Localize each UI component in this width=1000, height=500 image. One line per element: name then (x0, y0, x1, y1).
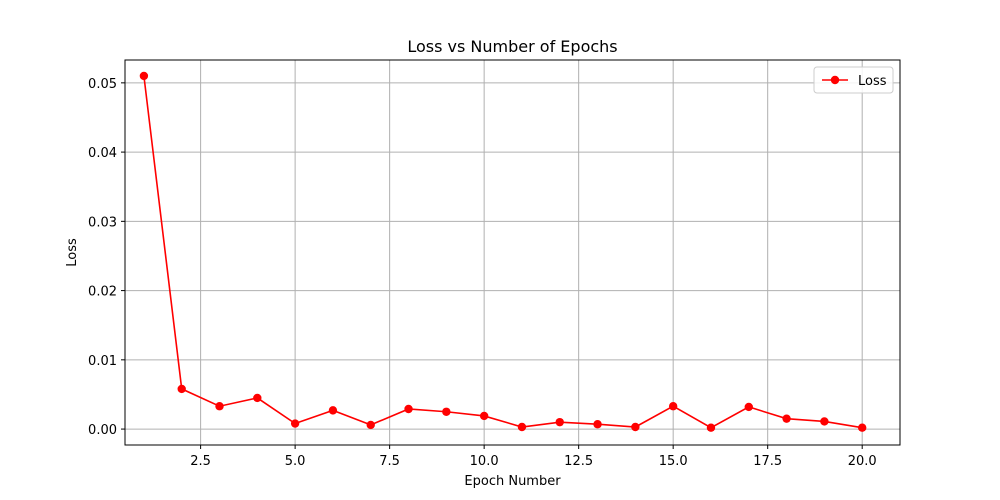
loss-point (290, 419, 300, 428)
x-tick-label: 10.0 (470, 454, 499, 469)
grid-lines (125, 60, 900, 445)
loss-point (744, 402, 753, 412)
x-tick-label: 12.5 (564, 454, 593, 469)
x-tick-label: 2.5 (190, 454, 211, 469)
loss-point (593, 420, 602, 429)
loss-point (404, 404, 413, 414)
loss-point (517, 422, 527, 432)
loss-point (631, 422, 640, 432)
x-tick-label: 20.0 (848, 454, 877, 469)
loss-point (442, 407, 451, 416)
y-tick-label: 0.01 (88, 354, 117, 369)
loss-point (328, 406, 338, 415)
x-axis-title: Epoch Number (464, 474, 561, 489)
loss-point (668, 402, 678, 411)
x-tick-label: 15.0 (659, 454, 688, 469)
legend-marker-sample (830, 75, 840, 85)
y-tick-label: 0.05 (88, 77, 117, 92)
x-tick-label: 5.0 (285, 454, 306, 469)
x-tick-label: 7.5 (379, 454, 400, 469)
y-tick-label: 0.04 (88, 146, 117, 161)
legend-box (813, 66, 894, 94)
loss-point (139, 71, 149, 81)
loss-point (366, 420, 375, 430)
loss-line (143, 75, 863, 429)
loss-point (555, 417, 564, 427)
loss-point (177, 384, 186, 394)
y-tick-label: 0.00 (88, 423, 117, 438)
loss-point (857, 423, 867, 432)
y-tick-label: 0.02 (88, 285, 117, 300)
loss-point (479, 411, 489, 421)
series-layer (139, 71, 867, 432)
axis-ticks: 2.5 5.0 7.5 10.0 12.5 15.0 17.5 20.0 0.00 0.01 0.0… (88, 77, 877, 469)
chart-title: Loss vs Number of Epochs (407, 37, 617, 56)
legend: Loss (813, 66, 894, 94)
y-tick-label: 0.03 (88, 215, 117, 230)
loss-point (706, 423, 716, 432)
y-axis-title: Loss (65, 238, 80, 267)
legend-label: Loss (858, 74, 887, 89)
loss-point (782, 414, 791, 423)
loss-point (253, 393, 262, 403)
loss-point (820, 417, 829, 426)
plot-area-frame (124, 59, 901, 446)
x-tick-label: 17.5 (753, 454, 782, 469)
loss-point (215, 402, 224, 411)
